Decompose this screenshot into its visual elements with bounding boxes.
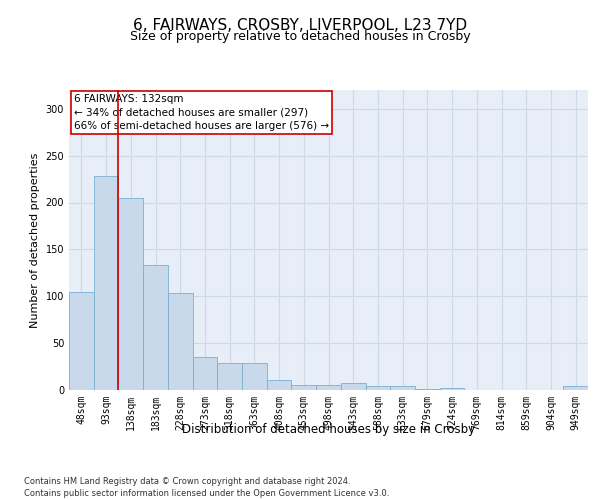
Bar	[217, 363, 242, 390]
Text: 6, FAIRWAYS, CROSBY, LIVERPOOL, L23 7YD: 6, FAIRWAYS, CROSBY, LIVERPOOL, L23 7YD	[133, 18, 467, 32]
Text: Distribution of detached houses by size in Crosby: Distribution of detached houses by size …	[182, 422, 475, 436]
Text: Contains public sector information licensed under the Open Government Licence v3: Contains public sector information licen…	[24, 489, 389, 498]
Bar	[390, 386, 415, 390]
Bar	[440, 388, 464, 390]
Bar	[316, 386, 341, 390]
Bar	[365, 386, 390, 390]
Bar	[415, 389, 440, 390]
Text: Contains HM Land Registry data © Crown copyright and database right 2024.: Contains HM Land Registry data © Crown c…	[24, 478, 350, 486]
Text: Size of property relative to detached houses in Crosby: Size of property relative to detached ho…	[130, 30, 470, 43]
Bar	[94, 176, 118, 390]
Bar	[118, 198, 143, 390]
Bar	[267, 380, 292, 390]
Bar	[292, 386, 316, 390]
Y-axis label: Number of detached properties: Number of detached properties	[30, 152, 40, 328]
Text: 6 FAIRWAYS: 132sqm
← 34% of detached houses are smaller (297)
66% of semi-detach: 6 FAIRWAYS: 132sqm ← 34% of detached hou…	[74, 94, 329, 131]
Bar	[168, 294, 193, 390]
Bar	[69, 292, 94, 390]
Bar	[341, 382, 365, 390]
Bar	[193, 357, 217, 390]
Bar	[563, 386, 588, 390]
Bar	[242, 363, 267, 390]
Bar	[143, 266, 168, 390]
